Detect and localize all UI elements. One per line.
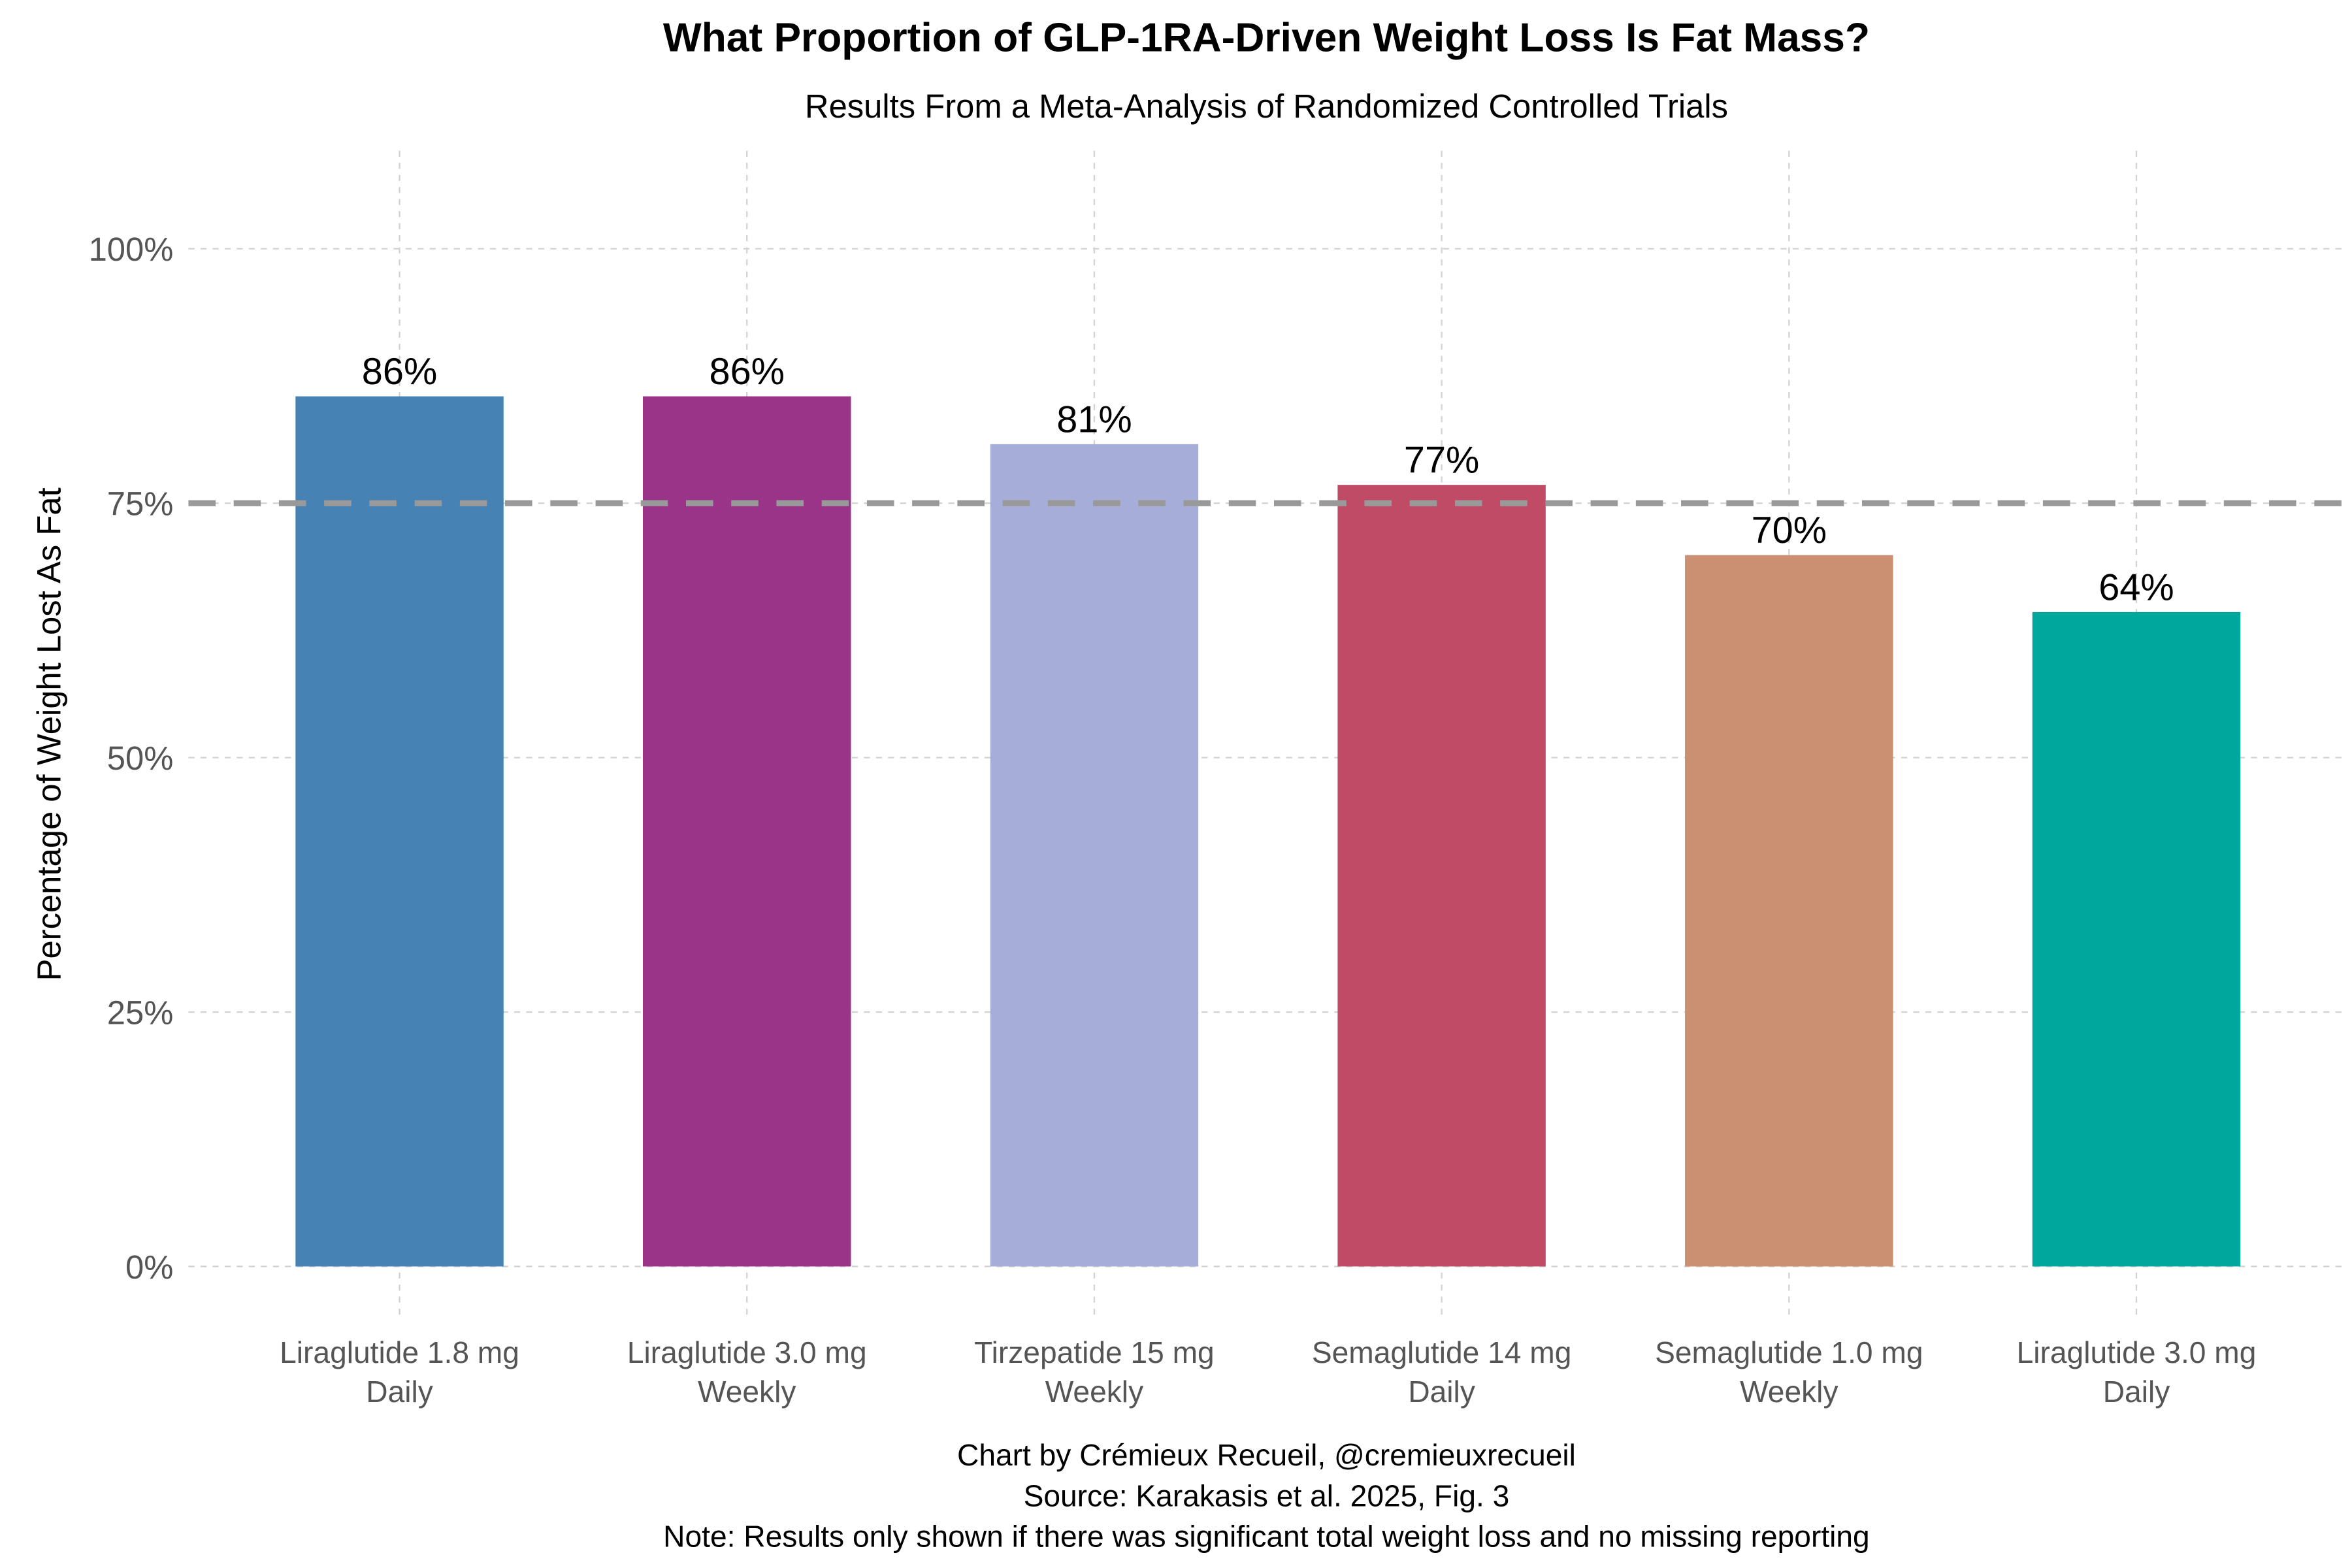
x-tick-label-frequency: Weekly bbox=[1740, 1375, 1838, 1409]
x-tick-label: Semaglutide 14 mg bbox=[1312, 1335, 1572, 1369]
bar bbox=[1337, 485, 1546, 1267]
caption-line: Note: Results only shown if there was si… bbox=[663, 1520, 1870, 1554]
x-tick-label-frequency: Weekly bbox=[698, 1375, 796, 1409]
y-tick-label: 100% bbox=[89, 231, 174, 268]
chart-subtitle: Results From a Meta-Analysis of Randomiz… bbox=[805, 88, 1728, 125]
y-tick-label: 0% bbox=[125, 1249, 173, 1286]
x-tick-label-frequency: Daily bbox=[2103, 1375, 2170, 1409]
x-tick-label: Semaglutide 1.0 mg bbox=[1655, 1335, 1923, 1369]
x-tick-label: Liraglutide 1.8 mg bbox=[280, 1335, 519, 1369]
x-tick-label: Liraglutide 3.0 mg bbox=[627, 1335, 867, 1369]
bar bbox=[2032, 612, 2241, 1267]
x-tick-label: Tirzepatide 15 mg bbox=[974, 1335, 1215, 1369]
chart-title: What Proportion of GLP-1RA-Driven Weight… bbox=[663, 15, 1870, 60]
data-label: 81% bbox=[1056, 399, 1132, 440]
bar bbox=[643, 396, 851, 1267]
x-tick-label-frequency: Daily bbox=[366, 1375, 433, 1409]
x-tick-label-frequency: Weekly bbox=[1045, 1375, 1143, 1409]
bar bbox=[1685, 555, 1893, 1267]
x-tick-label-frequency: Daily bbox=[1408, 1375, 1475, 1409]
bar bbox=[990, 444, 1199, 1267]
data-label: 64% bbox=[2099, 566, 2174, 608]
y-tick-label: 50% bbox=[107, 740, 174, 777]
y-tick-label: 75% bbox=[107, 485, 174, 523]
caption-line: Source: Karakasis et al. 2025, Fig. 3 bbox=[1024, 1478, 1510, 1512]
data-label: 77% bbox=[1404, 440, 1479, 482]
data-label: 86% bbox=[362, 351, 437, 393]
caption-line: Chart by Crémieux Recueil, @cremieuxrecu… bbox=[957, 1438, 1576, 1472]
data-label: 70% bbox=[1752, 510, 1827, 551]
bar bbox=[295, 396, 504, 1267]
y-tick-label: 25% bbox=[107, 994, 174, 1032]
y-axis-label: Percentage of Weight Lost As Fat bbox=[30, 487, 67, 981]
x-tick-label: Liraglutide 3.0 mg bbox=[2017, 1335, 2257, 1369]
data-label: 86% bbox=[709, 351, 784, 393]
